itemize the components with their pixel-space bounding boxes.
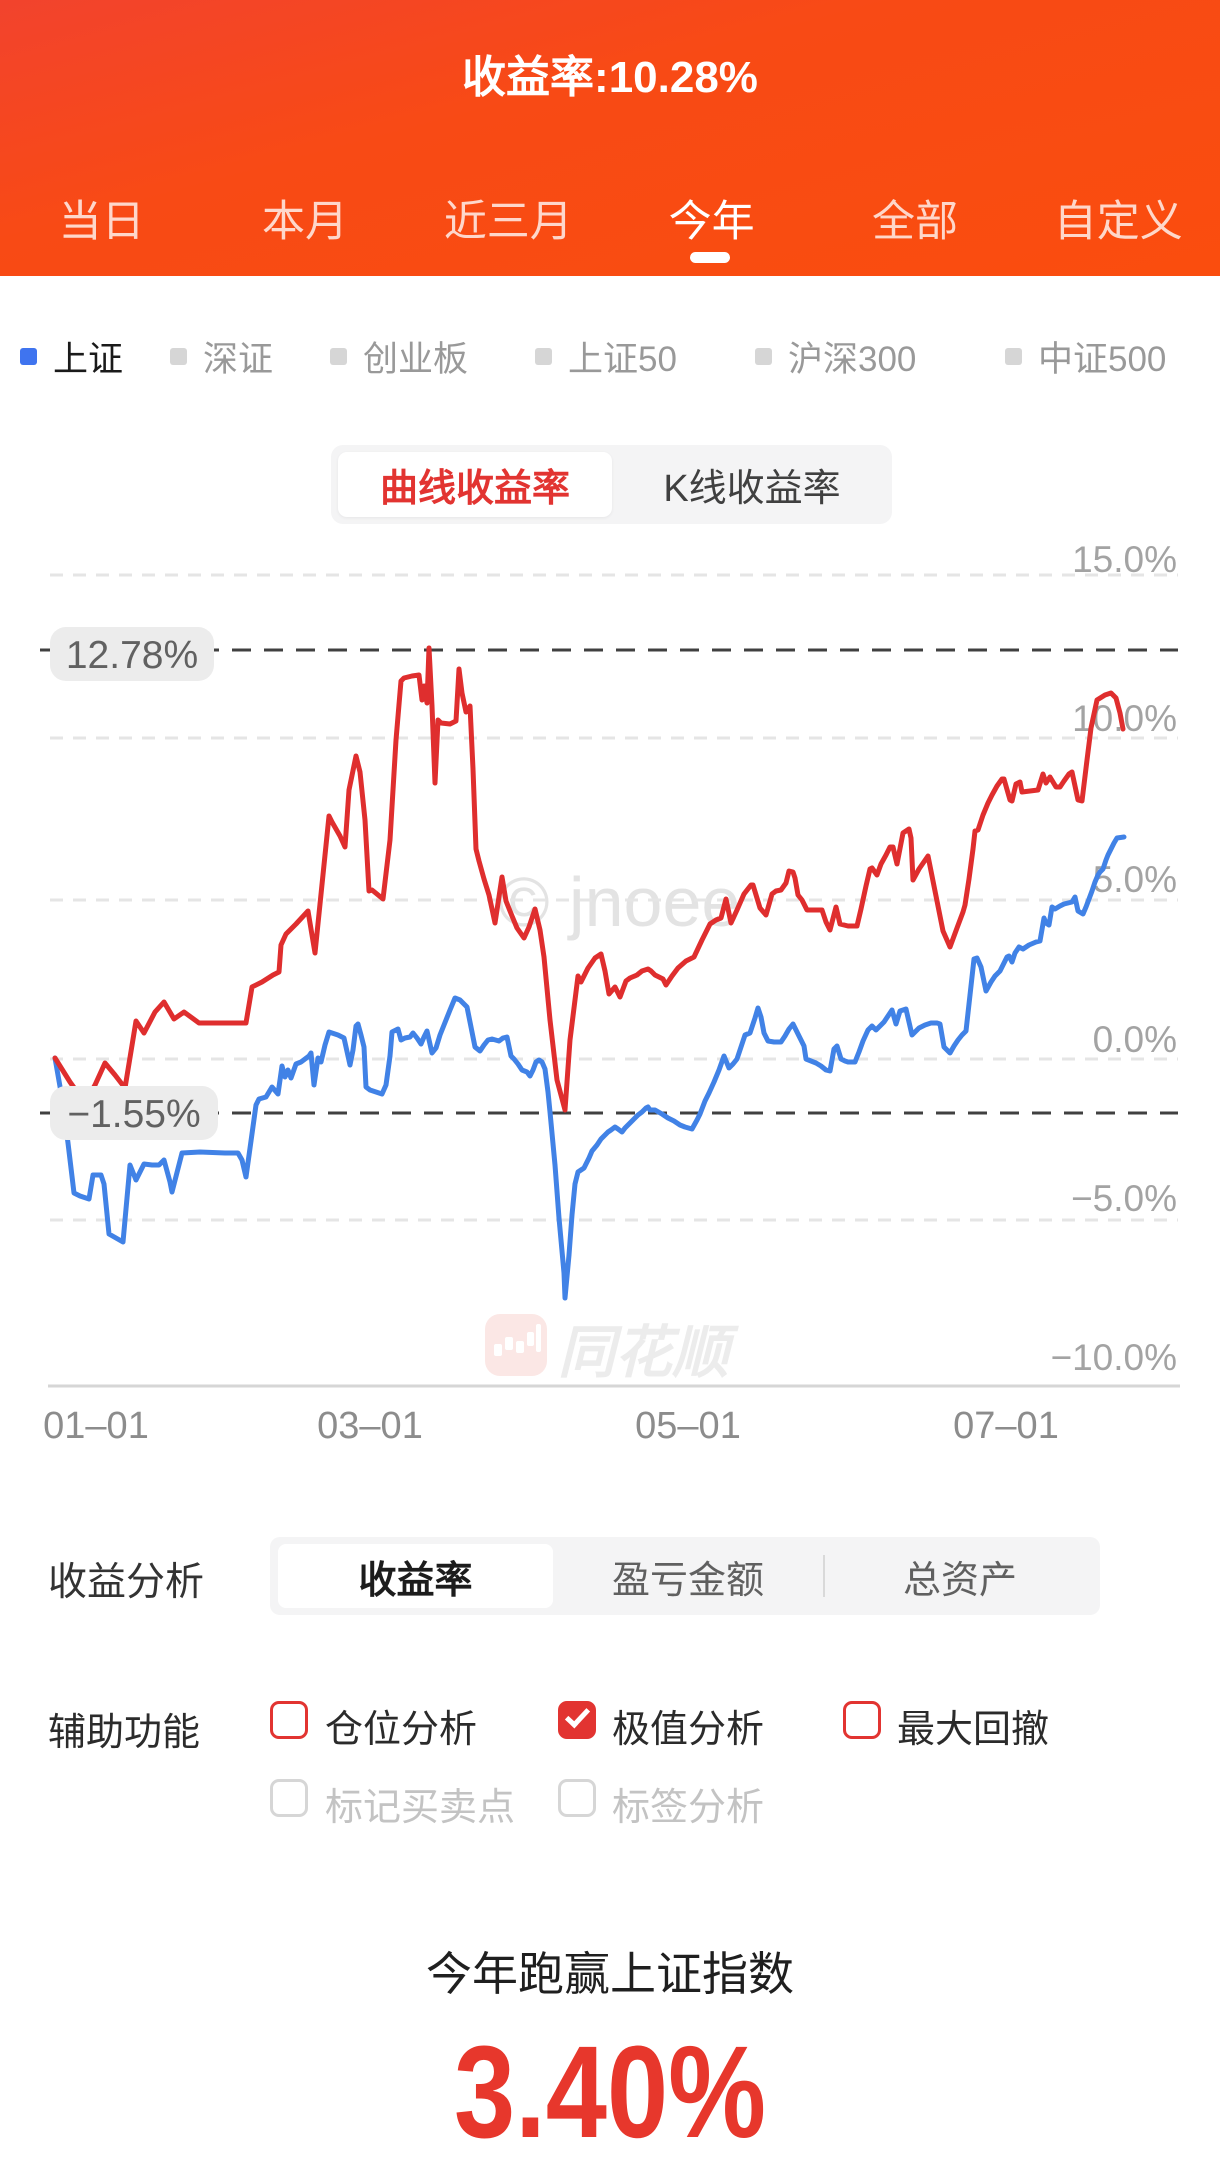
svg-text:01–01: 01–01: [43, 1405, 149, 1447]
svg-text:15.0%: 15.0%: [1072, 539, 1177, 580]
svg-text:同花顺: 同花顺: [558, 1321, 739, 1385]
svg-text:0.0%: 0.0%: [1093, 1019, 1177, 1060]
svg-text:5.0%: 5.0%: [1093, 859, 1177, 900]
svg-text:© jnoee: © jnoee: [498, 863, 740, 941]
svg-text:−1.55%: −1.55%: [67, 1093, 200, 1136]
svg-text:−5.0%: −5.0%: [1071, 1178, 1177, 1219]
svg-text:07–01: 07–01: [953, 1405, 1059, 1447]
svg-text:10.0%: 10.0%: [1072, 698, 1177, 739]
svg-text:−10.0%: −10.0%: [1050, 1337, 1177, 1378]
svg-text:12.78%: 12.78%: [66, 634, 198, 677]
svg-text:03–01: 03–01: [317, 1405, 423, 1447]
svg-text:05–01: 05–01: [635, 1405, 741, 1447]
